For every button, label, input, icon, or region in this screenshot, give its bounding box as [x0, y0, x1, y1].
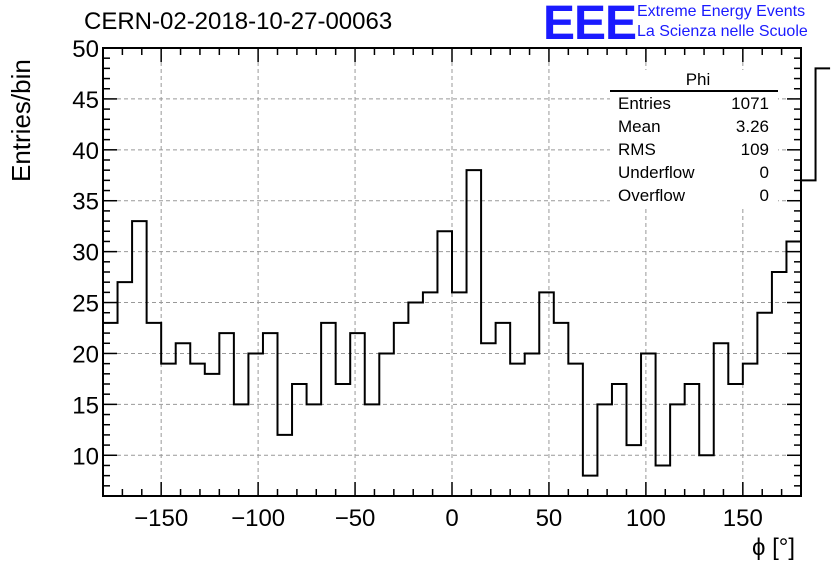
y-tick-label: 20	[72, 341, 99, 368]
eee-logo: EEE	[543, 0, 637, 50]
x-tick-label: 100	[626, 505, 666, 532]
y-tick-label: 45	[72, 87, 99, 114]
x-tick-label: −150	[134, 505, 188, 532]
stats-value: 109	[740, 140, 769, 159]
x-tick-label: 50	[536, 505, 563, 532]
stats-row-underflow: Underflow 0	[610, 161, 778, 184]
stats-value: 3.26	[735, 117, 769, 136]
stats-box: Phi Entries 1071 Mean 3.26 RMS 109 Under…	[610, 70, 778, 207]
stats-label: Entries	[618, 94, 671, 113]
stats-value: 0	[759, 186, 769, 205]
y-tick-label: 10	[72, 443, 99, 470]
stats-label: RMS	[618, 140, 656, 159]
y-axis-label: Entries/bin	[6, 59, 36, 182]
stats-label: Underflow	[618, 163, 695, 182]
run-title: CERN-02-2018-10-27-00063	[84, 8, 393, 35]
x-axis-label: ϕ [°]	[752, 534, 796, 561]
logo-caption-line2: La Scienza nelle Scuole	[637, 23, 808, 40]
y-tick-label: 25	[72, 291, 99, 318]
stats-title: Phi	[610, 70, 778, 92]
y-tick-label: 40	[72, 138, 99, 165]
y-tick-label: 30	[72, 240, 99, 267]
y-tick-label: 35	[72, 189, 99, 216]
histogram-line	[103, 67, 831, 477]
stats-label: Overflow	[618, 186, 686, 205]
x-tick-label: −50	[335, 505, 376, 532]
x-tick-label: 0	[445, 505, 458, 532]
y-tick-labels: 10 15 20 25 30 35 40 45 50	[72, 36, 99, 470]
x-tick-labels: −150 −100 −50 0 50 100 150	[134, 505, 763, 532]
stats-row-entries: Entries 1071	[610, 92, 778, 115]
y-tick-label: 15	[72, 392, 99, 419]
logo-caption: Extreme Energy Events La Scienza nelle S…	[637, 2, 808, 42]
x-tick-label: 150	[723, 505, 763, 532]
axis-ticks	[103, 47, 801, 497]
stats-row-mean: Mean 3.26	[610, 115, 778, 138]
stats-value: 0	[759, 163, 769, 182]
stats-row-overflow: Overflow 0	[610, 184, 778, 207]
y-tick-label: 50	[72, 36, 99, 63]
stats-value: 1071	[731, 94, 769, 113]
stats-label: Mean	[618, 117, 661, 136]
stats-row-rms: RMS 109	[610, 138, 778, 161]
logo-caption-line1: Extreme Energy Events	[637, 3, 806, 20]
x-tick-label: −100	[231, 505, 285, 532]
